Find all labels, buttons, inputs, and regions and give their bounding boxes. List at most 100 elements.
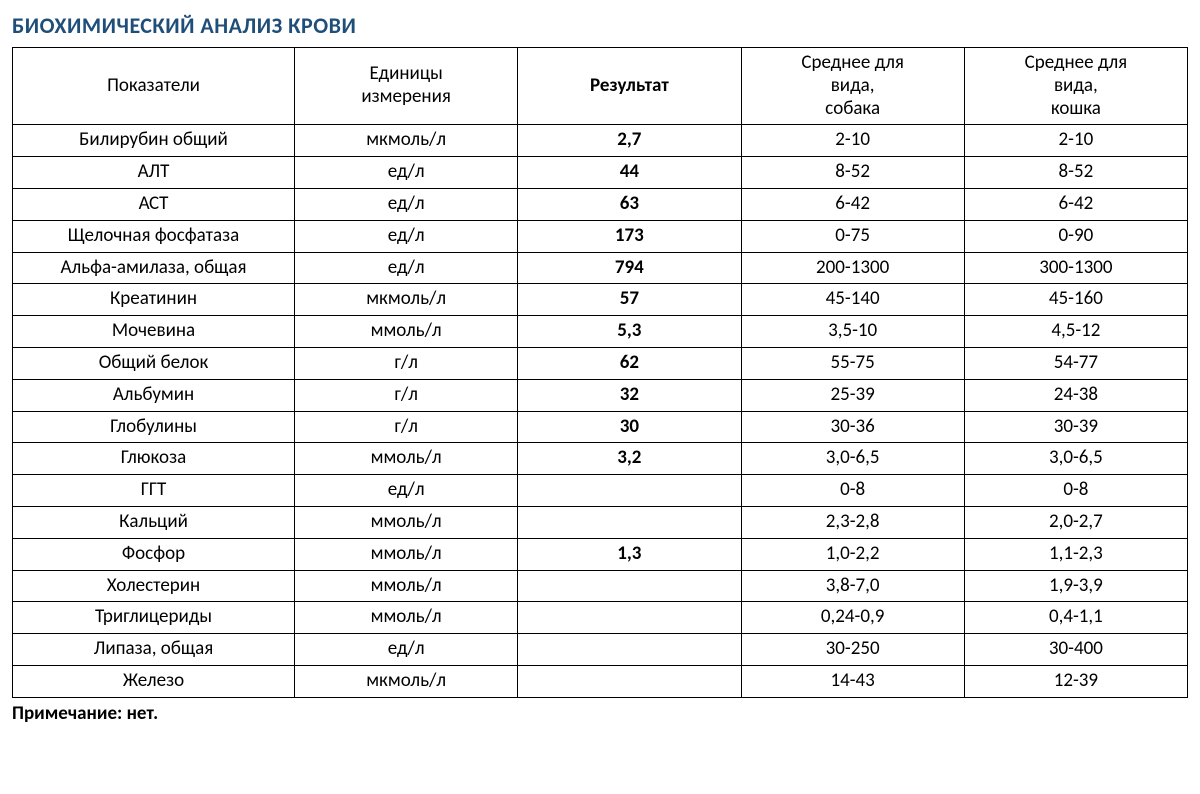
note-value: нет.	[127, 702, 159, 725]
cell-units: г/л	[295, 411, 518, 443]
cell-cat-range: 3,0-6,5	[964, 443, 1187, 475]
cell-units: г/л	[295, 347, 518, 379]
cell-dog-range: 3,5-10	[741, 316, 964, 348]
column-header: Среднее длявида,кошка	[964, 48, 1187, 125]
cell-result	[518, 506, 741, 538]
biochem-table: ПоказателиЕдиницыизмеренияРезультатСредн…	[12, 47, 1188, 698]
table-row: Липаза, общаяед/л 30-25030-400	[13, 634, 1188, 666]
cell-result: 63	[518, 188, 741, 220]
cell-indicator: Глюкоза	[13, 443, 295, 475]
cell-indicator: Мочевина	[13, 316, 295, 348]
cell-units: ед/л	[295, 634, 518, 666]
cell-result: 2,7	[518, 125, 741, 157]
cell-cat-range: 30-400	[964, 634, 1187, 666]
table-row: Фосформмоль/л1,31,0-2,21,1-2,3	[13, 538, 1188, 570]
cell-indicator: Фосфор	[13, 538, 295, 570]
cell-indicator: Глобулины	[13, 411, 295, 443]
table-row: Альбуминг/л3225-3924-38	[13, 379, 1188, 411]
cell-result	[518, 665, 741, 697]
cell-units: мкмоль/л	[295, 125, 518, 157]
table-row: Холестеринммоль/л3,8-7,01,9-3,9	[13, 570, 1188, 602]
cell-result: 3,2	[518, 443, 741, 475]
cell-result	[518, 475, 741, 507]
cell-cat-range: 4,5-12	[964, 316, 1187, 348]
cell-indicator: Альбумин	[13, 379, 295, 411]
cell-indicator: Холестерин	[13, 570, 295, 602]
document-title: БИОХИМИЧЕСКИЙ АНАЛИЗ КРОВИ	[12, 12, 1188, 39]
table-row: Триглицеридыммоль/л0,24-0,90,4-1,1	[13, 602, 1188, 634]
cell-dog-range: 2-10	[741, 125, 964, 157]
cell-indicator: Кальций	[13, 506, 295, 538]
table-row: АСТед/л636-426-42	[13, 188, 1188, 220]
cell-indicator: Креатинин	[13, 284, 295, 316]
cell-indicator: Альфа-амилаза, общая	[13, 252, 295, 284]
cell-result	[518, 602, 741, 634]
cell-indicator: Билирубин общий	[13, 125, 295, 157]
cell-units: ед/л	[295, 252, 518, 284]
cell-dog-range: 200-1300	[741, 252, 964, 284]
column-header: Показатели	[13, 48, 295, 125]
cell-dog-range: 30-36	[741, 411, 964, 443]
table-row: Глобулиныг/л3030-3630-39	[13, 411, 1188, 443]
cell-result: 794	[518, 252, 741, 284]
cell-indicator: Железо	[13, 665, 295, 697]
cell-units: ед/л	[295, 157, 518, 189]
cell-result: 173	[518, 220, 741, 252]
cell-dog-range: 8-52	[741, 157, 964, 189]
cell-units: ед/л	[295, 188, 518, 220]
cell-indicator: Общий белок	[13, 347, 295, 379]
cell-indicator: АЛТ	[13, 157, 295, 189]
cell-cat-range: 0,4-1,1	[964, 602, 1187, 634]
cell-dog-range: 3,0-6,5	[741, 443, 964, 475]
cell-cat-range: 24-38	[964, 379, 1187, 411]
cell-cat-range: 1,1-2,3	[964, 538, 1187, 570]
cell-result: 1,3	[518, 538, 741, 570]
cell-units: ммоль/л	[295, 316, 518, 348]
cell-dog-range: 0-8	[741, 475, 964, 507]
cell-dog-range: 55-75	[741, 347, 964, 379]
cell-units: ммоль/л	[295, 443, 518, 475]
note: Примечание: нет.	[12, 702, 1188, 725]
table-row: Креатининмкмоль/л5745-14045-160	[13, 284, 1188, 316]
cell-cat-range: 8-52	[964, 157, 1187, 189]
column-header: Среднее длявида,собака	[741, 48, 964, 125]
table-row: Щелочная фосфатазаед/л1730-750-90	[13, 220, 1188, 252]
cell-units: ммоль/л	[295, 538, 518, 570]
cell-result: 30	[518, 411, 741, 443]
cell-indicator: АСТ	[13, 188, 295, 220]
table-row: Мочевинаммоль/л5,33,5-104,5-12	[13, 316, 1188, 348]
cell-result: 5,3	[518, 316, 741, 348]
cell-result: 57	[518, 284, 741, 316]
cell-result: 32	[518, 379, 741, 411]
cell-cat-range: 45-160	[964, 284, 1187, 316]
cell-indicator: Липаза, общая	[13, 634, 295, 666]
cell-cat-range: 30-39	[964, 411, 1187, 443]
cell-cat-range: 2,0-2,7	[964, 506, 1187, 538]
table-row: ГГТед/л0-80-8	[13, 475, 1188, 507]
column-header: Единицыизмерения	[295, 48, 518, 125]
cell-units: ммоль/л	[295, 506, 518, 538]
cell-cat-range: 0-90	[964, 220, 1187, 252]
cell-cat-range: 12-39	[964, 665, 1187, 697]
cell-dog-range: 6-42	[741, 188, 964, 220]
cell-units: мкмоль/л	[295, 284, 518, 316]
table-row: АЛТед/л448-528-52	[13, 157, 1188, 189]
cell-result: 44	[518, 157, 741, 189]
cell-dog-range: 3,8-7,0	[741, 570, 964, 602]
cell-cat-range: 54-77	[964, 347, 1187, 379]
table-body: Билирубин общиймкмоль/л2,72-102-10АЛТед/…	[13, 125, 1188, 697]
cell-dog-range: 1,0-2,2	[741, 538, 964, 570]
cell-units: мкмоль/л	[295, 665, 518, 697]
table-row: Альфа-амилаза, общаяед/л794200-1300300-1…	[13, 252, 1188, 284]
cell-units: ед/л	[295, 220, 518, 252]
cell-dog-range: 0,24-0,9	[741, 602, 964, 634]
cell-dog-range: 30-250	[741, 634, 964, 666]
table-row: Общий белокг/л6255-7554-77	[13, 347, 1188, 379]
cell-indicator: ГГТ	[13, 475, 295, 507]
cell-result: 62	[518, 347, 741, 379]
cell-units: г/л	[295, 379, 518, 411]
cell-dog-range: 0-75	[741, 220, 964, 252]
cell-cat-range: 1,9-3,9	[964, 570, 1187, 602]
cell-cat-range: 0-8	[964, 475, 1187, 507]
cell-result	[518, 570, 741, 602]
